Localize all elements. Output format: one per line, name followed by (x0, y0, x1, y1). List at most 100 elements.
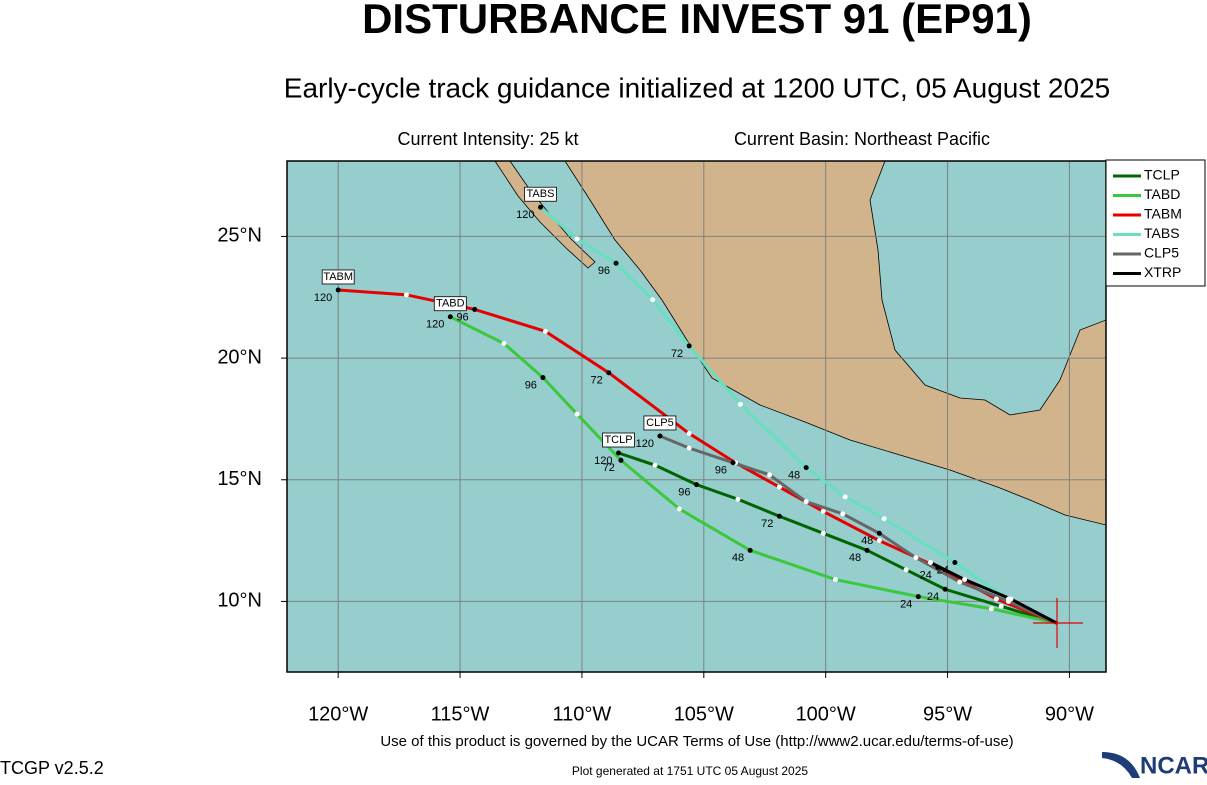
track-point (735, 496, 741, 502)
x-tick-label: 100°W (796, 703, 856, 725)
annotation: Current Basin: Northeast Pacific (734, 129, 990, 149)
track-point (657, 433, 663, 439)
hour-label: 96 (598, 265, 610, 277)
generated: Plot generated at 1751 UTC 05 August 202… (572, 764, 808, 778)
track-point (776, 513, 782, 519)
hour-label: 24 (937, 564, 949, 576)
y-tick-label: 10°N (217, 590, 262, 612)
track-point (447, 314, 453, 320)
hour-label: 48 (788, 470, 800, 482)
initial-position (1033, 598, 1083, 648)
baja (494, 161, 596, 269)
track-tag: CLP5 (646, 417, 674, 429)
track-point (616, 450, 621, 456)
y-tick-label: 25°N (217, 225, 262, 247)
logo: NCAR (1140, 752, 1207, 779)
track-point (776, 484, 782, 490)
track-point (501, 341, 507, 346)
track-point (864, 547, 870, 553)
logo-mark (1102, 752, 1140, 778)
track-point (542, 328, 548, 334)
track-point (650, 297, 656, 303)
plot: 24 48 72 96 120 TCLP 24 48 72 96 120 TABD 24 72 96 120 T… (287, 161, 1106, 672)
track-point (676, 506, 682, 512)
legend-label: TCLP (1144, 167, 1180, 183)
track-point (840, 511, 846, 517)
x-tick-label: 95°W (923, 703, 972, 725)
track-point (998, 603, 1004, 609)
hour-label: 48 (732, 552, 744, 564)
legend (1105, 159, 1206, 287)
track-point (613, 260, 619, 266)
track-point (574, 411, 580, 417)
hour-label: 72 (603, 462, 615, 474)
legend-label: XTRP (1144, 264, 1181, 280)
hour-label: 96 (456, 311, 468, 323)
legend-label: TABM (1144, 206, 1182, 222)
track-tag-box (602, 432, 635, 448)
legend-label: CLP5 (1144, 245, 1179, 261)
track-point (903, 567, 909, 573)
track-point (952, 560, 958, 565)
track-point (1008, 596, 1014, 602)
track-tag: TCLP (604, 434, 632, 446)
track-point (574, 236, 580, 242)
track-point (730, 460, 736, 466)
track-point (842, 494, 848, 500)
track-point (876, 530, 882, 536)
track-point (820, 530, 826, 536)
track-point (832, 577, 838, 583)
track-tag-box (321, 269, 355, 285)
track-point (686, 343, 692, 349)
footer: Use of this product is governed by the U… (380, 733, 1013, 750)
track-point (820, 508, 826, 514)
track-point (540, 375, 546, 381)
hour-label: 120 (636, 438, 654, 450)
track-tag: TABS (527, 188, 555, 200)
track-point (803, 465, 809, 471)
hour-label: 120 (426, 319, 444, 331)
hour-label: 120 (516, 209, 534, 221)
hour-label: 24 (920, 569, 932, 581)
hour-label: 48 (861, 535, 873, 547)
track-point (803, 499, 809, 505)
track-line (929, 561, 1058, 625)
track-point (694, 482, 699, 488)
track-point (403, 292, 409, 298)
hour-label: 24 (927, 591, 939, 603)
track-tag: TABM (323, 271, 353, 283)
track-point (538, 204, 543, 210)
hour-label: 72 (591, 375, 603, 387)
hour-label: 24 (900, 598, 912, 610)
track-tag-box (524, 186, 557, 202)
hour-label: 96 (715, 465, 727, 477)
track-point (962, 577, 968, 583)
track-point (767, 472, 773, 478)
annotation: Current Intensity: 25 kt (397, 129, 578, 149)
track-point (915, 594, 921, 600)
track-point (652, 462, 658, 468)
y-tick-label: 20°N (217, 346, 262, 368)
hour-label: 72 (761, 518, 773, 530)
hour-label: 48 (849, 552, 861, 564)
hour-label: 120 (594, 455, 612, 467)
y-tick-label: 15°N (217, 468, 262, 490)
hour-label: 96 (525, 379, 537, 391)
track-point (686, 431, 692, 437)
legend-label: TABS (1144, 225, 1180, 241)
track-tag: TABD (436, 298, 465, 310)
track-point (335, 287, 341, 293)
chart-subtitle: Early-cycle track guidance initialized a… (284, 72, 1110, 103)
track-point (988, 606, 994, 612)
track-point (881, 516, 887, 522)
track-point (686, 445, 692, 451)
track-point (618, 457, 624, 463)
x-tick-label: 115°W (431, 703, 490, 725)
mainland (564, 161, 1106, 526)
plot-frame (286, 160, 1107, 673)
track-point (928, 560, 933, 565)
track-point (876, 538, 882, 544)
x-tick-label: 105°W (674, 703, 734, 725)
